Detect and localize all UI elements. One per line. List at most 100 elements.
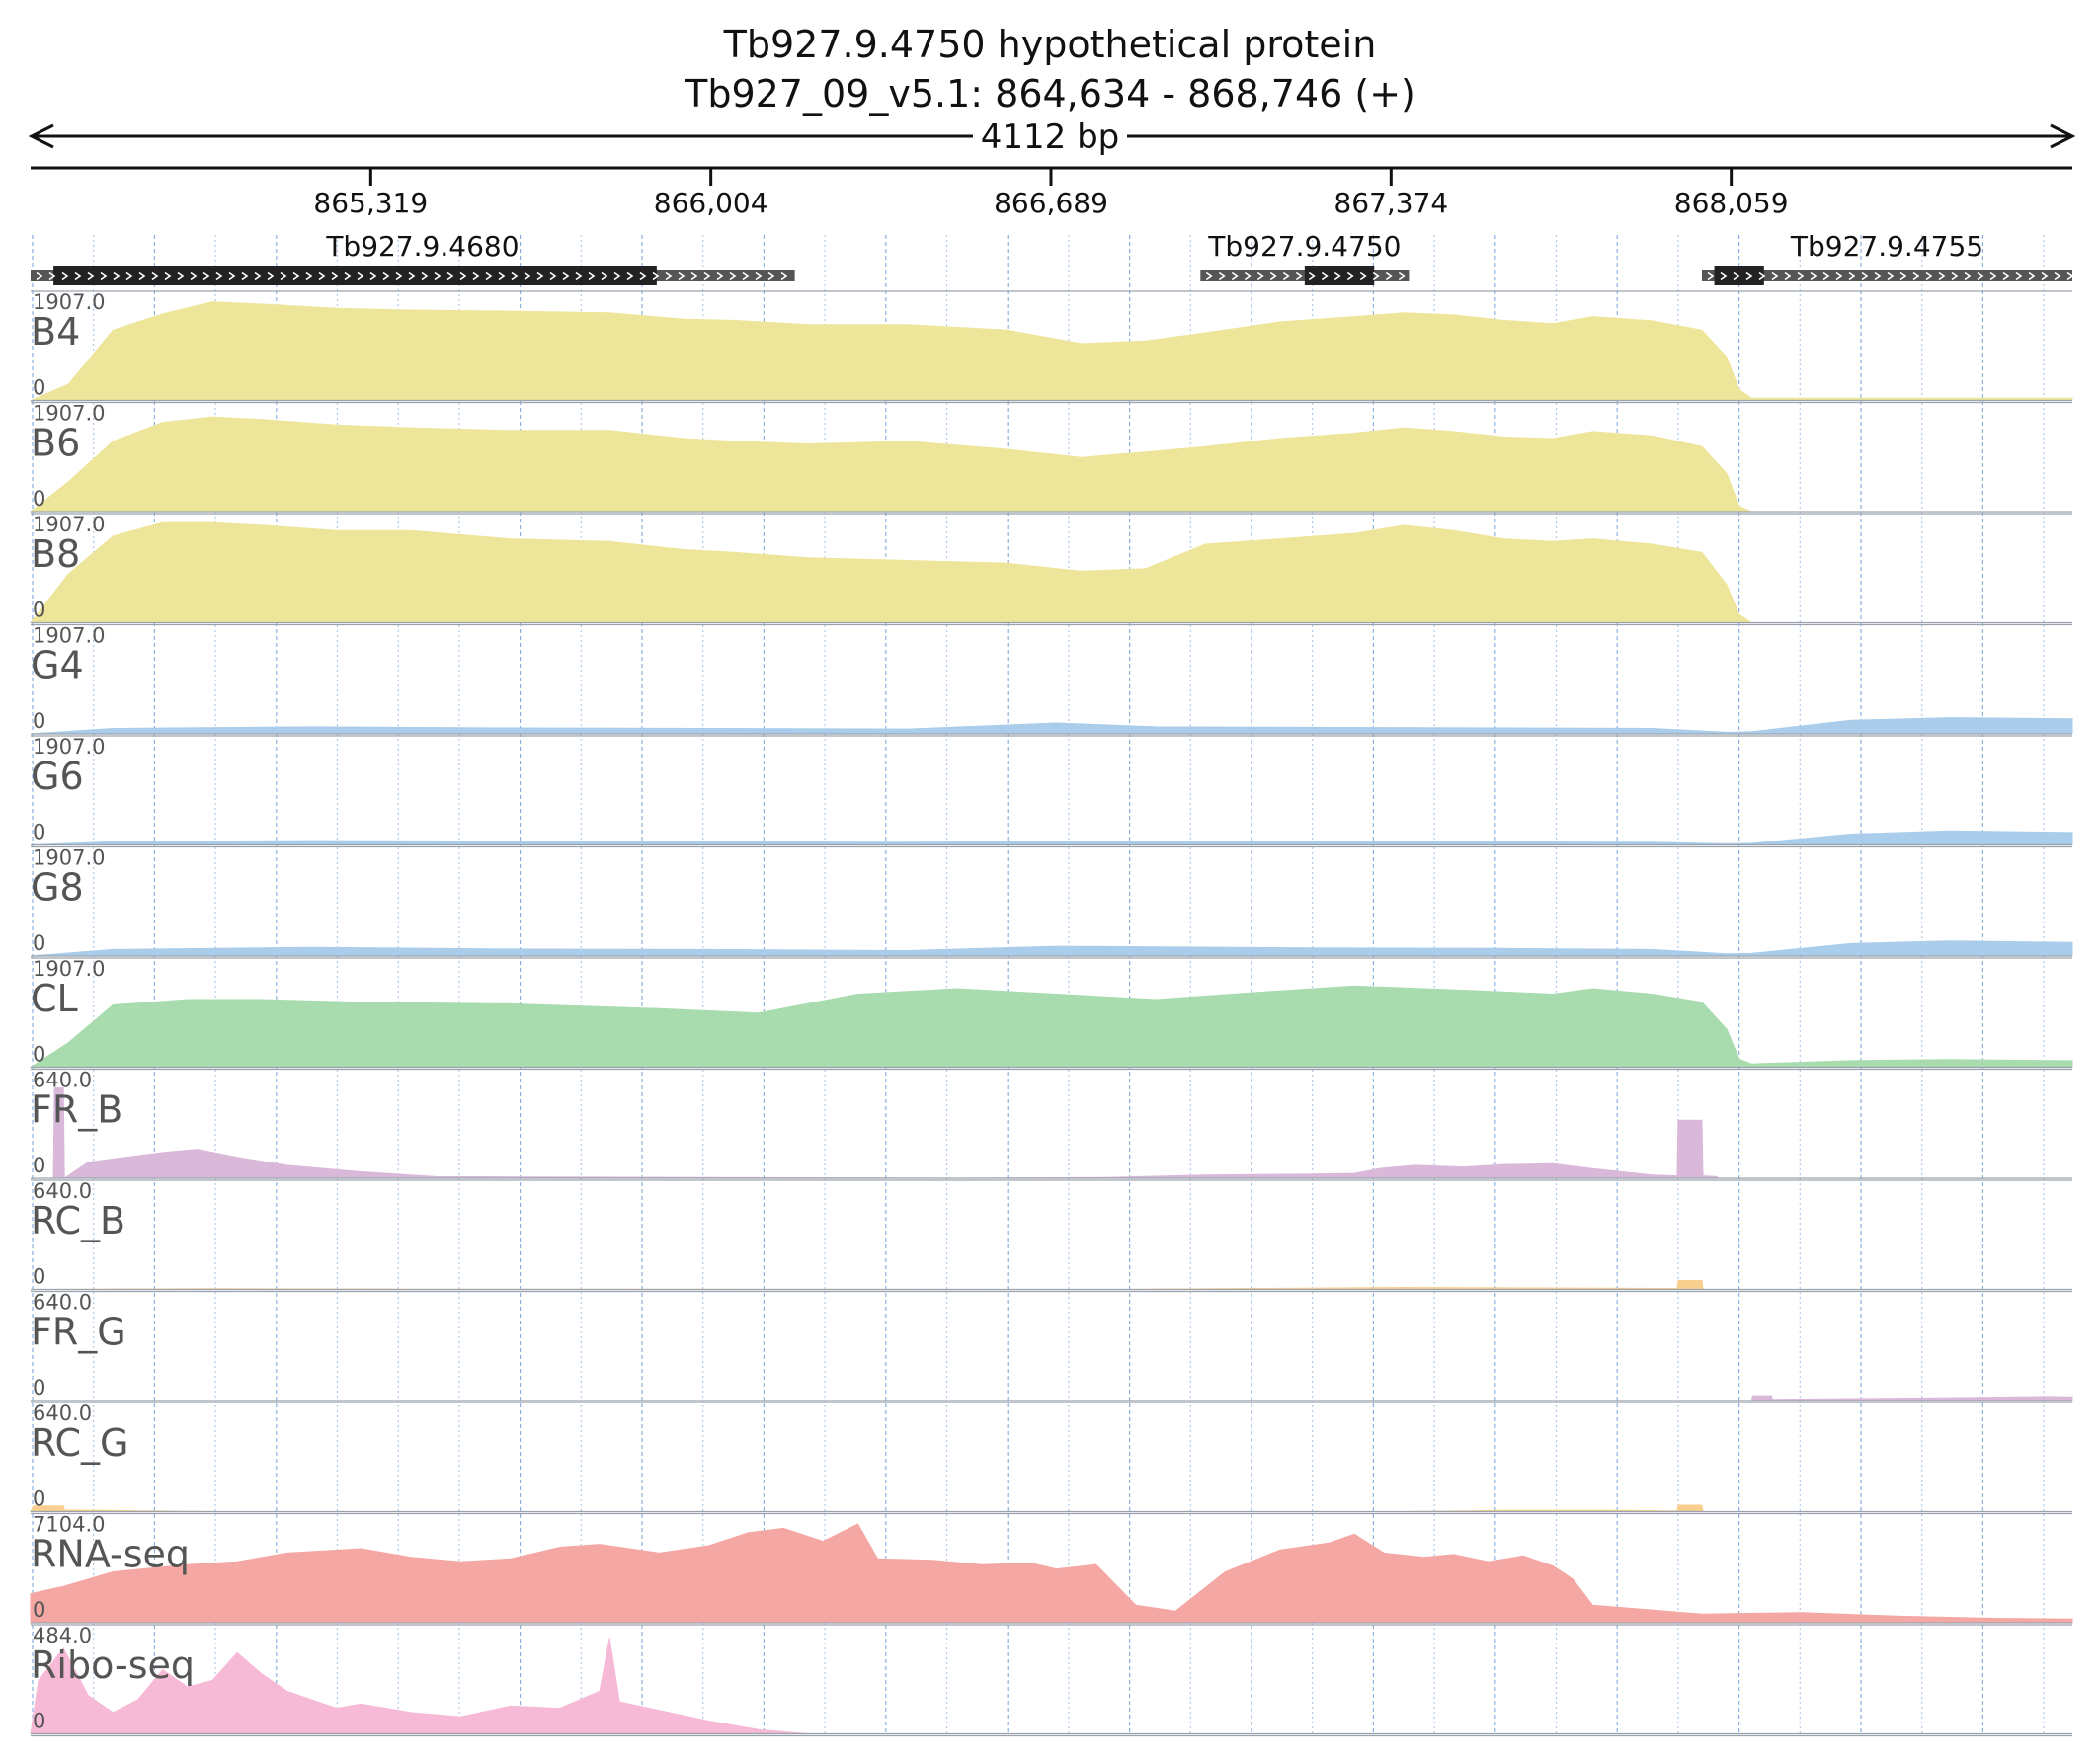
track-name-label: CL xyxy=(31,977,78,1020)
strand-chevron xyxy=(524,271,531,280)
strand-chevron xyxy=(1295,271,1303,280)
strand-chevron xyxy=(1231,271,1239,280)
strand-chevron xyxy=(780,271,788,280)
strand-chevron xyxy=(1822,271,1830,280)
strand-chevron xyxy=(434,271,442,280)
track-g8: 1907.0G8 0 xyxy=(30,846,2073,957)
track-rc-b: 640.0RC_B 0 xyxy=(30,1179,2072,1291)
strand-chevron xyxy=(511,271,519,280)
strand-chevron xyxy=(74,271,82,280)
track-name-label: FR_G xyxy=(31,1311,126,1354)
x-tick-label: 866,689 xyxy=(994,187,1108,219)
strand-chevron xyxy=(395,271,403,280)
track-min-label: 0 xyxy=(33,1265,45,1289)
track-name-label: RNA-seq xyxy=(31,1533,190,1576)
strand-chevron xyxy=(1771,271,1779,280)
strand-chevron xyxy=(665,271,673,280)
track-min-label: 0 xyxy=(33,709,45,733)
track-min-label: 0 xyxy=(33,931,45,955)
strand-chevron xyxy=(1964,271,1972,280)
strand-chevron xyxy=(1977,271,1984,280)
strand-chevron xyxy=(459,271,467,280)
strand-chevron xyxy=(690,271,698,280)
strand-chevron xyxy=(87,271,95,280)
strand-chevron xyxy=(241,271,249,280)
strand-chevron xyxy=(1256,271,1264,280)
strand-chevron xyxy=(2066,271,2074,280)
strand-chevron xyxy=(215,271,223,280)
strand-chevron xyxy=(729,271,737,280)
strand-chevron xyxy=(1989,271,1997,280)
strand-chevron xyxy=(1398,271,1406,280)
strand-chevron xyxy=(1835,271,1843,280)
coverage-area xyxy=(29,416,2072,513)
track-max-label: 1907.0 xyxy=(33,735,105,759)
strand-chevron xyxy=(318,271,326,280)
coverage-area xyxy=(30,1638,1080,1734)
strand-chevron xyxy=(125,271,133,280)
strand-chevron xyxy=(703,271,711,280)
coverage-area xyxy=(30,1523,2073,1624)
strand-chevron xyxy=(716,271,724,280)
gene-label: Tb927.9.4680 xyxy=(325,230,519,263)
coverage-area xyxy=(30,940,2073,957)
strand-chevron xyxy=(1912,271,1920,280)
strand-chevron xyxy=(2041,271,2049,280)
strand-chevron xyxy=(280,271,287,280)
strand-chevron xyxy=(742,271,750,280)
strand-chevron xyxy=(1244,271,1252,280)
strand-chevron xyxy=(1861,271,1869,280)
track-name-label: B4 xyxy=(31,310,80,354)
track-max-label: 640.0 xyxy=(33,1069,92,1092)
strand-chevron xyxy=(151,271,159,280)
strand-chevron xyxy=(267,271,275,280)
strand-chevron xyxy=(1269,271,1277,280)
strand-chevron xyxy=(472,271,480,280)
strand-chevron xyxy=(305,271,313,280)
strand-chevron xyxy=(1887,271,1895,280)
strand-chevron xyxy=(639,271,647,280)
track-g6: 1907.0G6 0 xyxy=(30,735,2073,846)
span-label: 4112 bp xyxy=(981,118,1120,157)
x-tick-label: 868,059 xyxy=(1674,187,1789,219)
track-min-label: 0 xyxy=(33,1710,45,1733)
coverage-area xyxy=(29,985,2073,1068)
strand-chevron xyxy=(1372,271,1380,280)
track-name-label: G4 xyxy=(31,644,84,687)
strand-chevron xyxy=(2015,271,2023,280)
strand-chevron xyxy=(588,271,596,280)
strand-chevron xyxy=(100,271,108,280)
track-name-label: G6 xyxy=(31,755,84,798)
strand-chevron xyxy=(408,271,416,280)
strand-chevron xyxy=(485,271,493,280)
track-max-label: 484.0 xyxy=(33,1624,92,1647)
track-min-label: 0 xyxy=(33,821,45,844)
strand-chevron xyxy=(1951,271,1959,280)
strand-chevron xyxy=(2028,271,2036,280)
track-max-label: 640.0 xyxy=(33,1291,92,1315)
track-min-label: 0 xyxy=(33,1598,45,1622)
strand-chevron xyxy=(1938,271,1946,280)
strand-chevron xyxy=(1707,271,1715,280)
track-max-label: 1907.0 xyxy=(33,624,105,648)
strand-chevron xyxy=(1218,271,1226,280)
coverage-area xyxy=(30,1504,2072,1512)
track-rc-g: 640.0RC_G 0 xyxy=(30,1402,2072,1513)
strand-chevron xyxy=(1346,271,1354,280)
x-tick-label: 866,004 xyxy=(654,187,768,219)
strand-chevron xyxy=(536,271,544,280)
track-max-label: 1907.0 xyxy=(33,290,105,314)
track-name-label: RC_G xyxy=(31,1421,129,1465)
track-cl: 1907.0CL 0 xyxy=(29,957,2073,1069)
x-tick-label: 867,374 xyxy=(1333,187,1448,219)
strand-chevron xyxy=(1720,271,1728,280)
strand-chevron xyxy=(202,271,210,280)
strand-chevron xyxy=(357,271,364,280)
strand-chevron xyxy=(61,271,69,280)
strand-chevron xyxy=(292,271,300,280)
track-name-label: FR_B xyxy=(31,1088,122,1132)
coverage-area xyxy=(30,830,2073,845)
strand-chevron xyxy=(755,271,763,280)
strand-chevron xyxy=(767,271,775,280)
